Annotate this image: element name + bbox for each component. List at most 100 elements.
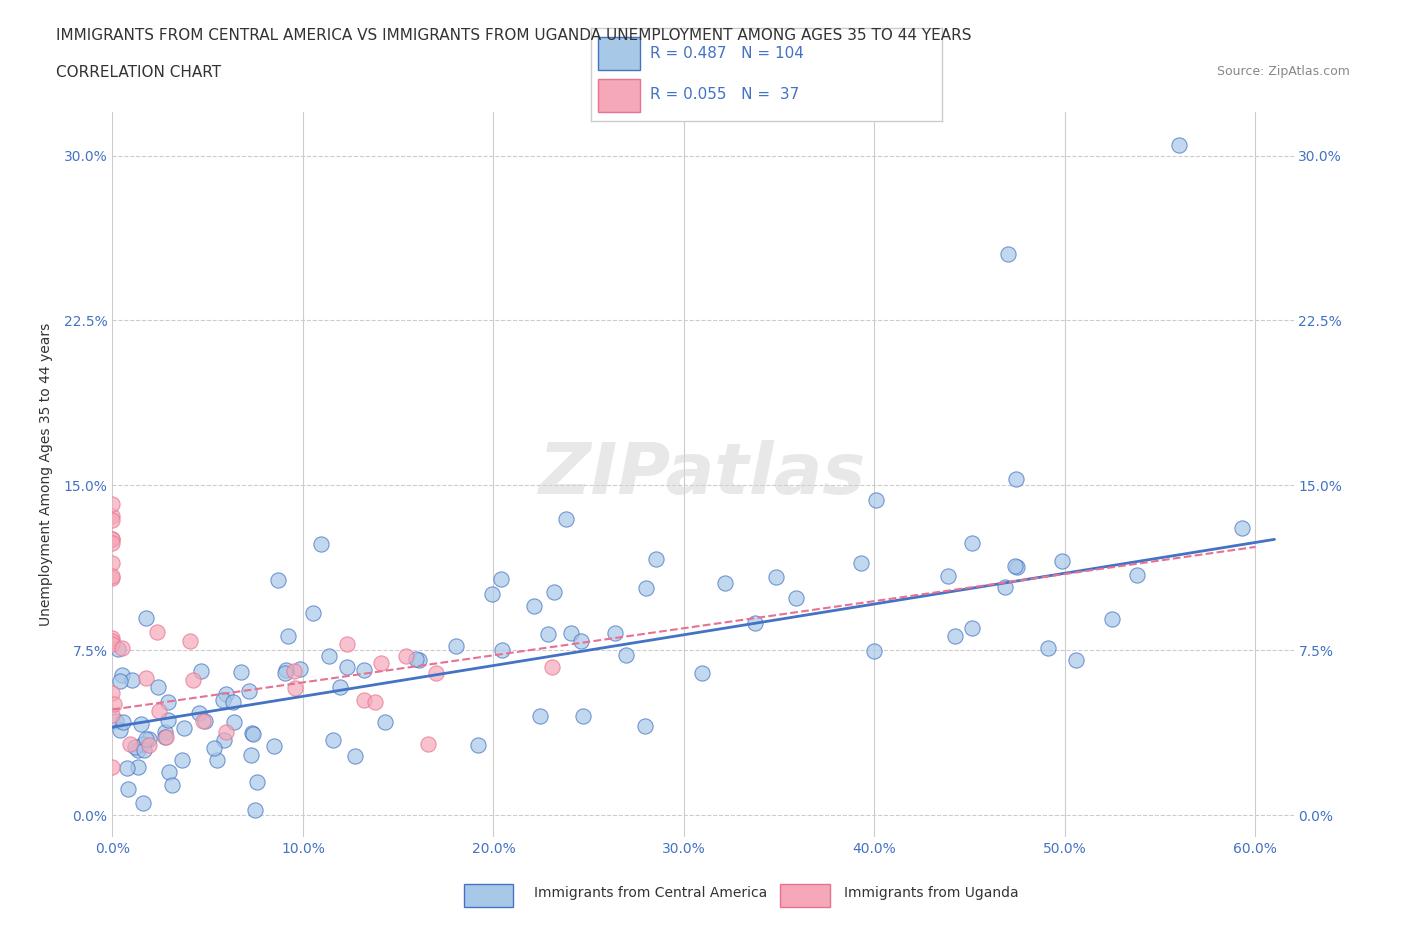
Point (224, 714, 246, 729)
Point (263, 738, 285, 753)
Point (614, 647, 637, 662)
Point (111, 714, 134, 729)
Point (101, 497, 124, 512)
Point (187, 706, 209, 721)
Point (572, 709, 595, 724)
Point (101, 760, 124, 775)
Point (1126, 567, 1149, 582)
Point (785, 591, 807, 605)
Point (101, 555, 124, 570)
Point (1064, 652, 1087, 667)
Point (309, 537, 332, 551)
Point (156, 695, 179, 710)
Point (179, 633, 201, 648)
Point (215, 687, 238, 702)
Point (107, 642, 129, 657)
Point (108, 723, 131, 737)
Point (603, 626, 626, 641)
Point (344, 749, 367, 764)
Point (124, 739, 146, 754)
Point (205, 752, 228, 767)
Point (153, 724, 176, 739)
Point (302, 606, 325, 621)
Point (202, 740, 225, 755)
Point (849, 555, 872, 570)
Point (193, 713, 215, 728)
Point (374, 714, 396, 729)
Point (943, 629, 966, 644)
Point (408, 652, 430, 667)
Text: ZIPatlas: ZIPatlas (540, 440, 866, 509)
Point (636, 580, 658, 595)
Point (243, 802, 266, 817)
Point (467, 737, 489, 752)
Text: Source: ZipAtlas.com: Source: ZipAtlas.com (1216, 65, 1350, 78)
Point (336, 659, 359, 674)
Point (120, 737, 142, 751)
Text: Immigrants from Central America: Immigrants from Central America (534, 885, 768, 900)
Point (960, 536, 983, 551)
Point (215, 724, 238, 739)
Point (491, 643, 513, 658)
Point (1050, 553, 1073, 568)
Point (765, 569, 787, 584)
Point (214, 733, 236, 748)
Point (111, 640, 134, 655)
Point (267, 573, 290, 588)
Point (1004, 472, 1026, 486)
Point (138, 732, 160, 747)
Point (129, 716, 152, 731)
Point (108, 674, 131, 689)
Point (127, 743, 149, 758)
Point (115, 761, 138, 776)
Point (101, 509, 124, 524)
Point (1101, 612, 1123, 627)
FancyBboxPatch shape (598, 37, 640, 70)
Point (162, 777, 184, 792)
Point (101, 536, 124, 551)
Point (101, 685, 124, 700)
Point (148, 704, 170, 719)
Point (994, 579, 1017, 594)
Point (194, 713, 217, 728)
Point (110, 668, 132, 683)
Point (103, 698, 125, 712)
Point (242, 726, 264, 741)
Point (157, 764, 180, 779)
Point (363, 694, 385, 709)
Point (222, 695, 245, 710)
Point (101, 568, 124, 583)
Text: CORRELATION CHART: CORRELATION CHART (56, 65, 221, 80)
Point (1168, 137, 1191, 152)
Point (101, 570, 124, 585)
Point (522, 599, 544, 614)
Point (240, 748, 263, 763)
Point (571, 633, 593, 648)
Point (1005, 560, 1028, 575)
Point (181, 672, 204, 687)
Point (121, 673, 143, 688)
Point (101, 633, 124, 648)
Point (318, 648, 340, 663)
Point (274, 666, 297, 681)
Point (155, 729, 177, 744)
Text: R = 0.487   N = 104: R = 0.487 N = 104 (650, 46, 804, 61)
Point (1004, 559, 1026, 574)
Point (481, 587, 503, 602)
Point (529, 709, 551, 724)
Point (135, 610, 157, 625)
Point (543, 585, 565, 600)
Point (537, 627, 560, 642)
Point (997, 247, 1019, 262)
Point (692, 666, 714, 681)
Point (353, 662, 375, 677)
Point (283, 664, 305, 679)
Point (211, 692, 233, 707)
Point (714, 576, 737, 591)
Point (416, 737, 439, 751)
Point (1038, 641, 1060, 656)
Point (489, 572, 512, 587)
Point (425, 665, 447, 680)
Point (101, 532, 124, 547)
Point (394, 649, 416, 664)
